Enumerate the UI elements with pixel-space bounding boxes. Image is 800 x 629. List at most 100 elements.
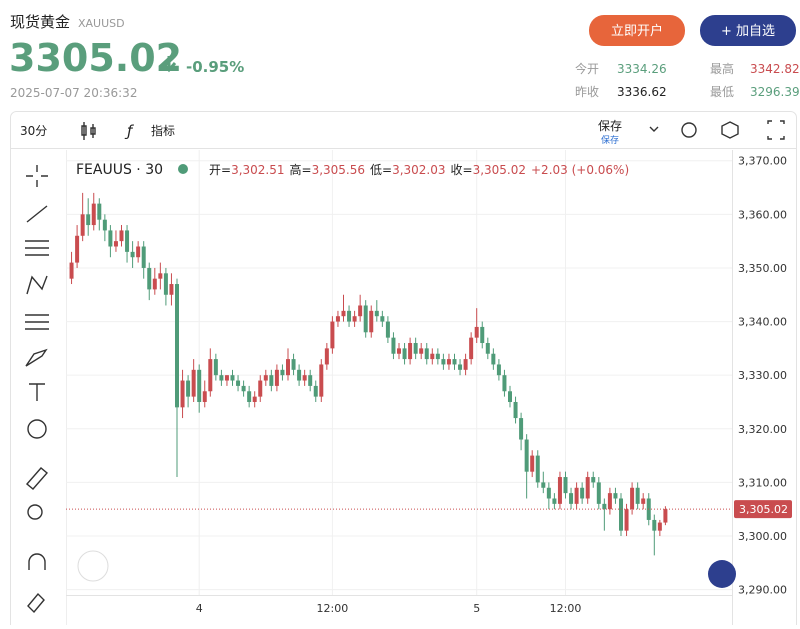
candle-body xyxy=(280,369,285,376)
candle-body xyxy=(441,359,446,365)
text-tool[interactable] xyxy=(29,383,45,401)
candle-body xyxy=(247,391,252,402)
title: 现货黄金 xyxy=(10,13,70,31)
candle-body xyxy=(513,401,518,419)
candle-body xyxy=(435,353,440,360)
candle-body xyxy=(197,369,202,402)
fib-tool[interactable] xyxy=(25,314,49,330)
ohlc-legend: 开= 3,302.51 高= 3,305.56 低= 3,302.03 收= 3,305.02… xyxy=(209,162,629,177)
candle-body xyxy=(319,364,324,397)
candle-body xyxy=(286,359,290,376)
candle-body xyxy=(291,359,296,370)
candle-body xyxy=(491,353,496,365)
candle-body xyxy=(152,278,157,290)
change: -0.95% xyxy=(186,58,244,76)
candle-body xyxy=(141,246,146,268)
candle-body xyxy=(369,310,374,333)
y-tick-label: 3,310.00 xyxy=(738,476,787,489)
y-tick-label: 3,300.00 xyxy=(738,530,787,543)
candle-body xyxy=(585,477,590,499)
candle-body xyxy=(208,359,213,392)
open-account-button[interactable] xyxy=(589,15,685,46)
candle-body xyxy=(385,321,390,338)
y-tick-label: 3,350.00 xyxy=(738,262,787,275)
candle-body xyxy=(391,337,396,354)
x-tick-label: 12:00 xyxy=(317,602,349,615)
magnet-tool[interactable] xyxy=(28,553,46,570)
watchlist-button[interactable] xyxy=(700,15,796,46)
y-tick-label: 3,360.00 xyxy=(738,208,787,221)
candle-body xyxy=(213,359,218,376)
candle-body xyxy=(519,418,524,440)
ohlc-label: 收= xyxy=(451,163,473,177)
candle-body xyxy=(97,203,102,220)
candle-body xyxy=(596,482,601,504)
save-sub: 保存 xyxy=(601,134,619,146)
brush-tool[interactable] xyxy=(25,348,48,367)
candle-icon[interactable] xyxy=(81,122,96,140)
candle-body xyxy=(341,310,346,317)
candle-body xyxy=(463,359,468,370)
indicators[interactable]: 指标 xyxy=(151,123,175,138)
interval[interactable]: 30分 xyxy=(20,124,47,138)
candle-body xyxy=(546,487,551,499)
candle-body xyxy=(125,230,130,252)
candle-body xyxy=(108,230,113,247)
ohlc-value: 3,302.03 xyxy=(392,163,445,177)
candle-body xyxy=(663,509,668,523)
candle-body xyxy=(69,262,74,279)
stat-label: 最低 xyxy=(710,85,734,99)
candle-body xyxy=(602,503,607,510)
settings-icon[interactable] xyxy=(721,121,739,139)
y-tick-label: 3,330.00 xyxy=(738,369,787,382)
stat-value: 3334.26 xyxy=(617,62,667,76)
candle-body xyxy=(224,375,229,381)
candle-body xyxy=(569,493,574,504)
candle-body xyxy=(347,310,352,322)
candle-body xyxy=(113,241,118,247)
candle-body xyxy=(502,375,507,392)
ohlc-change: +2.03 (+0.06%) xyxy=(531,163,629,177)
fx-icon[interactable]: ƒ xyxy=(124,122,134,140)
line-tool[interactable] xyxy=(26,205,48,223)
candle-body xyxy=(452,359,457,365)
candle-body xyxy=(657,522,662,531)
candle-body xyxy=(147,267,152,290)
candle-body xyxy=(313,385,318,397)
channel-tool[interactable] xyxy=(25,240,49,256)
candle-body xyxy=(563,477,568,494)
candle-body xyxy=(474,326,479,338)
emoji-tool[interactable] xyxy=(27,419,47,439)
candle-body xyxy=(530,455,535,472)
ruler-tool[interactable] xyxy=(26,467,48,490)
series-name: FEAUUS · 30 xyxy=(76,162,163,178)
pattern-tool[interactable] xyxy=(26,275,48,295)
candle-body xyxy=(552,498,557,504)
candle-body xyxy=(335,316,340,322)
candle-body xyxy=(102,219,107,231)
candle-body xyxy=(508,391,512,402)
candle-body xyxy=(424,348,429,360)
stat-value: 3342.82 xyxy=(750,62,800,76)
candle-body xyxy=(230,375,235,381)
candle-body xyxy=(458,364,463,370)
plot: 3,290.00 3,300.00 3,310.00 3,320.00 3,330.00… xyxy=(66,150,792,615)
candle-body xyxy=(252,396,257,402)
zoom-tool[interactable] xyxy=(27,504,43,520)
cross-tool[interactable] xyxy=(26,165,48,187)
ohlc-label: 开= xyxy=(209,163,231,177)
tv-logo xyxy=(77,550,109,582)
candle-body xyxy=(302,375,307,381)
candle-body xyxy=(574,487,579,504)
candle-body xyxy=(330,321,335,349)
dropdown[interactable] xyxy=(649,126,659,132)
lock-tool[interactable] xyxy=(27,592,45,614)
candle-body xyxy=(485,343,490,354)
left-toolbar xyxy=(25,165,49,614)
candle-body xyxy=(524,439,529,472)
fullscreen-icon[interactable] xyxy=(767,120,785,140)
replay-icon[interactable] xyxy=(681,122,697,138)
y-tick-label: 3,370.00 xyxy=(738,155,787,168)
save[interactable]: 保存 xyxy=(598,119,622,133)
candle-body xyxy=(274,369,279,386)
